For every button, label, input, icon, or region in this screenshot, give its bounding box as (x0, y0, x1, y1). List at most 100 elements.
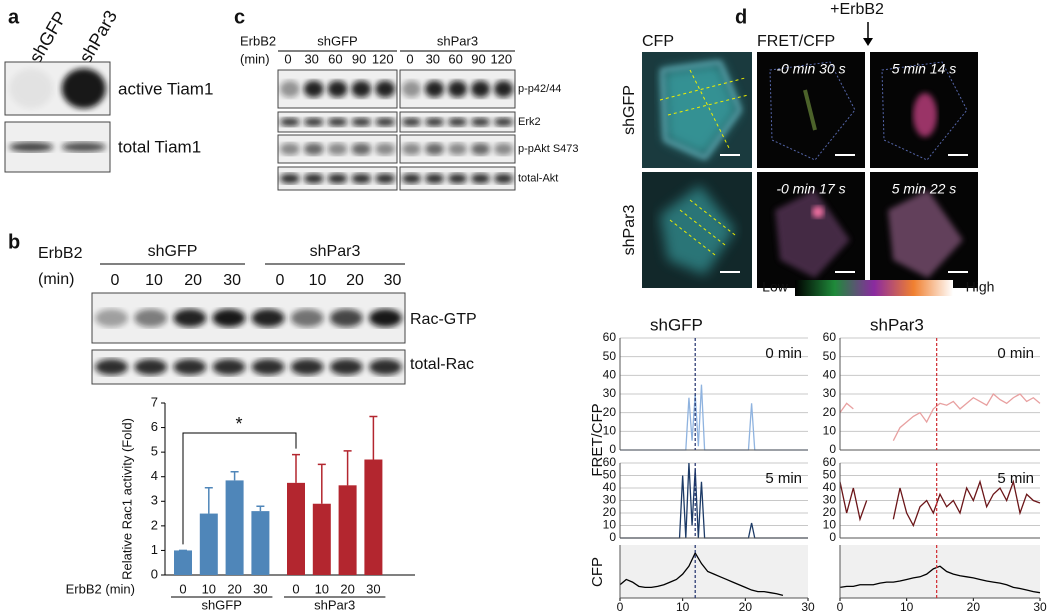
blot-band (173, 359, 207, 375)
legend-label: shPar3 (314, 597, 355, 612)
y-tick-label: 30 (823, 493, 837, 507)
x-tick-label: 30 (366, 581, 380, 596)
y-tick-label: 50 (823, 468, 837, 482)
error-bar (369, 415, 378, 460)
y-axis-label: Relative Rac1 activity (Fold) (119, 418, 134, 580)
data-line (839, 479, 1041, 528)
panel-letter: d (735, 6, 747, 28)
blot-band (401, 80, 422, 98)
column-label: FRET/CFP (757, 33, 835, 50)
blot-band (470, 80, 491, 98)
x-tick-label: 0 (179, 581, 186, 596)
time-label: 10 (145, 272, 163, 289)
annotation: * (235, 414, 242, 434)
blot-band (401, 173, 422, 184)
timestamp: -0 min 30 s (776, 61, 845, 77)
time-label: 0 (406, 51, 413, 66)
y-tick-label: 0 (609, 442, 616, 456)
y-tick-label: 30 (823, 386, 837, 400)
y-tick-label: 0 (829, 530, 836, 544)
blot-band (279, 173, 300, 184)
x-tick-label: 10 (315, 581, 329, 596)
treatment-label: ErbB2 (240, 33, 276, 48)
blot-band (447, 142, 468, 156)
unit-label: (min) (240, 51, 270, 66)
blot-band (369, 359, 402, 375)
annotation: 0 min (997, 345, 1034, 362)
x-tick-label: 30 (801, 600, 815, 613)
colorbar-label: High (966, 279, 995, 295)
blot-band (303, 142, 324, 156)
y-axis-label: FRET/CFP (589, 403, 606, 476)
group-label: shPar3 (310, 243, 361, 260)
y-tick-label: 0 (829, 442, 836, 456)
bar (287, 482, 305, 575)
y-tick-label: 5 (151, 444, 158, 459)
y-tick-label: 10 (823, 424, 837, 438)
chart-title: shPar3 (870, 315, 924, 334)
data-line (620, 462, 808, 539)
blot-band (9, 68, 54, 109)
blot-band (351, 173, 372, 184)
time-label: 0 (284, 51, 291, 66)
group-label: shGFP (148, 243, 198, 260)
y-tick-label: 10 (823, 518, 837, 532)
blot-band (424, 117, 445, 127)
time-label: 10 (309, 272, 327, 289)
row-label: p-pAkt S473 (518, 143, 579, 155)
row-label: total Tiam1 (118, 137, 201, 156)
y-tick-label: 4 (151, 468, 158, 483)
blot-band (351, 80, 372, 98)
blot-band (424, 142, 445, 156)
y-tick-label: 50 (603, 468, 617, 482)
time-label: 30 (304, 51, 318, 66)
y-tick-label: 7 (151, 394, 158, 409)
time-label: 60 (448, 51, 462, 66)
blot-band (327, 80, 348, 98)
error-bar (292, 453, 300, 483)
y-tick-label: 1 (151, 542, 158, 557)
data-line (839, 393, 1041, 441)
blot-band (424, 80, 445, 98)
y-tick-label: 10 (603, 518, 617, 532)
bar (174, 550, 192, 575)
y-tick-label: 60 (603, 455, 617, 469)
y-tick-label: 50 (603, 349, 617, 363)
x-tick-label: 20 (967, 600, 981, 613)
blot-band (327, 142, 348, 156)
blot-band (61, 68, 106, 109)
row-label: p-p42/44 (518, 83, 561, 95)
row-label: total-Akt (518, 172, 558, 184)
blot-band (303, 173, 324, 184)
lane-label: shGFP (25, 8, 70, 67)
blot-band (327, 173, 348, 184)
row-label: active Tiam1 (118, 79, 213, 98)
x-tick-label: 30 (1033, 600, 1047, 613)
x-tick-label: 20 (227, 581, 241, 596)
column-label: CFP (642, 33, 674, 50)
blot-band (493, 142, 514, 156)
time-label: 120 (372, 51, 394, 66)
blot-band (447, 117, 468, 127)
blot-band (279, 117, 300, 127)
blot-band (279, 142, 300, 156)
x-tick-label: 30 (253, 581, 267, 596)
row-label: shGFP (621, 85, 638, 135)
blot-band (493, 80, 514, 98)
panel-letter: a (8, 6, 20, 28)
stimulus-label: +ErbB2 (830, 1, 884, 18)
row-label: Erk2 (518, 116, 541, 128)
y-tick-label: 10 (603, 424, 617, 438)
time-label: 30 (426, 51, 440, 66)
bar (199, 513, 218, 575)
blot-band (95, 309, 128, 327)
bar (338, 485, 357, 575)
annotation: 5 min (765, 470, 802, 487)
blot-band (493, 117, 514, 127)
y-tick-label: 20 (823, 505, 837, 519)
time-label: 90 (352, 51, 366, 66)
bar (312, 503, 331, 575)
y-tick-label: 40 (603, 480, 617, 494)
micrographs (642, 22, 978, 296)
y-tick-label: 0 (151, 566, 158, 581)
